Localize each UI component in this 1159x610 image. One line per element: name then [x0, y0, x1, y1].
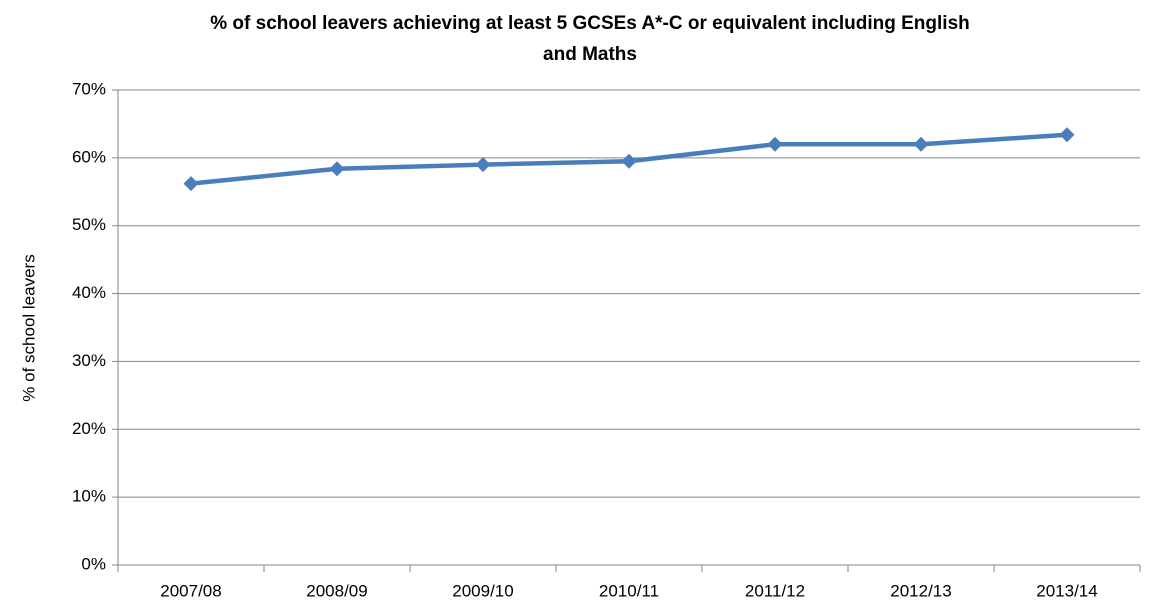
chart-title: and Maths [543, 44, 637, 65]
y-tick-label: 70% [72, 79, 106, 98]
x-tick-label: 2007/08 [160, 581, 221, 600]
y-axis-label: % of school leavers [19, 254, 38, 401]
x-tick-label: 2009/10 [452, 581, 513, 600]
data-point [767, 136, 783, 152]
chart-title: % of school leavers achieving at least 5… [210, 13, 970, 34]
data-point [913, 136, 929, 152]
y-tick-label: 60% [72, 147, 106, 166]
data-point [183, 176, 199, 192]
data-point [621, 153, 637, 169]
x-tick-label: 2010/11 [599, 581, 659, 600]
y-tick-label: 10% [72, 487, 106, 506]
y-tick-label: 50% [72, 215, 106, 234]
data-point [329, 161, 345, 177]
x-tick-label: 2011/12 [745, 581, 805, 600]
x-tick-label: 2012/13 [890, 581, 951, 600]
y-tick-label: 0% [81, 554, 106, 573]
data-point [1059, 127, 1075, 143]
y-tick-label: 40% [72, 283, 106, 302]
x-tick-label: 2008/09 [306, 581, 367, 600]
data-point [475, 157, 491, 173]
y-tick-label: 30% [72, 351, 106, 370]
x-tick-label: 2013/14 [1036, 581, 1097, 600]
y-tick-label: 20% [72, 419, 106, 438]
